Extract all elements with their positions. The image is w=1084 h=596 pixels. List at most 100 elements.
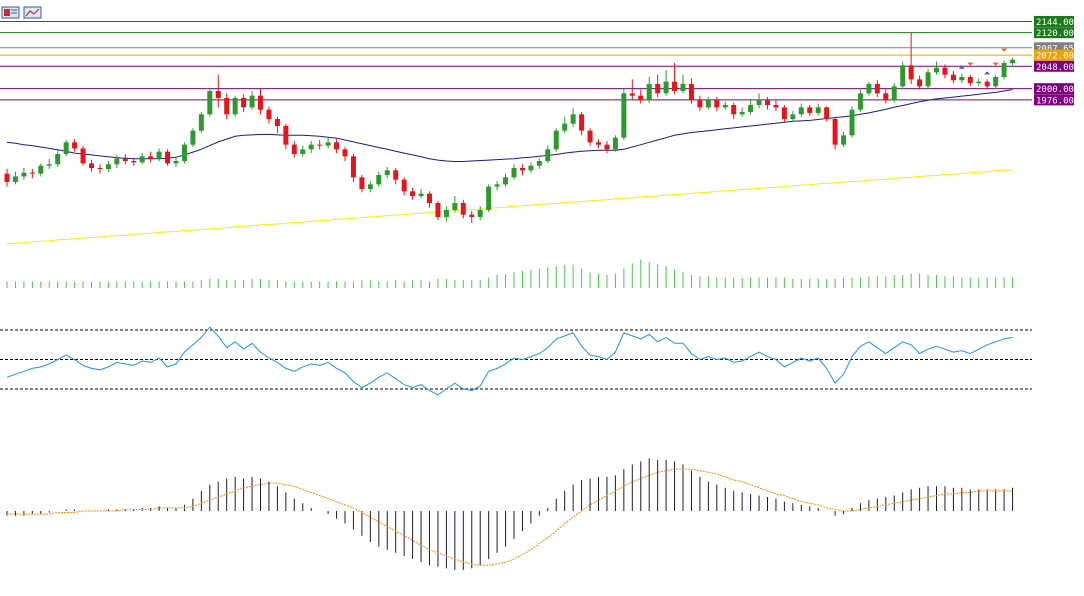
candle-body	[900, 65, 906, 87]
candle-body	[317, 144, 323, 146]
candle	[367, 181, 373, 193]
candle	[503, 173, 509, 187]
candle-body	[612, 137, 618, 150]
arrow-down-icon	[1001, 48, 1008, 52]
candle-body	[46, 164, 52, 166]
candle-body	[748, 105, 754, 112]
candle-body	[418, 193, 424, 196]
candle	[173, 156, 179, 168]
candle	[857, 89, 863, 112]
candle	[477, 206, 483, 221]
candle-body	[756, 100, 762, 105]
candle	[621, 88, 627, 140]
candle-body	[38, 165, 44, 174]
candle	[359, 175, 365, 193]
candle-body	[672, 81, 678, 91]
candle-body	[731, 105, 737, 115]
candle-body	[908, 65, 914, 80]
chart-window-icon-2[interactable]	[23, 6, 42, 19]
price-label: 2144.00	[1034, 15, 1074, 28]
candle	[165, 149, 171, 166]
candle	[181, 142, 187, 164]
candle-body	[207, 91, 213, 115]
price-label: 2048.00	[1034, 60, 1074, 73]
candle-body	[215, 91, 221, 98]
candle-body	[258, 95, 263, 110]
candle-body	[384, 170, 390, 175]
candle	[12, 171, 18, 185]
candle	[258, 88, 263, 115]
price-label-bg	[1034, 60, 1074, 72]
candle-body	[959, 77, 965, 81]
candle-body	[629, 93, 635, 96]
candle-body	[181, 144, 187, 161]
candlesticks	[4, 32, 1016, 224]
candle	[46, 158, 52, 169]
candle	[553, 128, 559, 152]
candle	[655, 74, 661, 98]
candle	[190, 128, 196, 147]
candle	[900, 61, 906, 89]
candle-body	[773, 105, 779, 108]
candle-body	[976, 81, 982, 84]
candle	[976, 78, 982, 86]
price-label-bg	[1034, 15, 1074, 27]
candle	[562, 116, 568, 133]
price-label-bg	[1034, 49, 1074, 61]
candle	[156, 148, 162, 161]
candle	[883, 88, 889, 104]
candle-body	[519, 168, 525, 171]
moving-averages	[6, 89, 1013, 245]
candle	[486, 184, 492, 213]
candle-body	[553, 130, 559, 150]
candle-body	[1001, 63, 1007, 77]
candle-body	[350, 156, 356, 178]
candle-body	[401, 179, 407, 192]
candle-body	[528, 165, 534, 171]
rsi-line	[6, 326, 1013, 396]
candle-body	[950, 74, 956, 81]
candle-body	[122, 158, 128, 161]
candle	[688, 78, 694, 104]
candle	[950, 70, 956, 84]
price-label-text: 1976.00	[1036, 96, 1074, 106]
candle-body	[967, 77, 973, 84]
price-label-text: 2144.00	[1036, 18, 1074, 28]
candle-body	[266, 109, 272, 119]
candle	[29, 168, 35, 179]
arrow-up-icon	[958, 65, 965, 69]
candle	[748, 98, 754, 115]
candle-body	[469, 214, 475, 217]
candle-body	[55, 154, 61, 165]
candle	[460, 199, 466, 219]
candle-body	[503, 177, 509, 185]
candle	[80, 145, 86, 166]
candle-body	[545, 149, 551, 161]
candle-body	[739, 112, 745, 115]
candle	[274, 116, 280, 133]
candle	[807, 105, 813, 116]
candle-body	[410, 191, 416, 196]
candle-body	[705, 100, 711, 108]
candle-body	[342, 149, 348, 157]
price-label-text: 2048.00	[1036, 63, 1074, 73]
candle	[967, 74, 973, 87]
toolbar	[1, 6, 42, 19]
candle	[122, 154, 128, 165]
candle-body	[477, 210, 483, 217]
candle	[494, 181, 500, 191]
candle-body	[486, 186, 492, 210]
price-label-bg	[1034, 27, 1074, 39]
ma-slow-line	[6, 169, 1013, 245]
candle	[300, 145, 306, 157]
chart-window-icon[interactable]	[1, 6, 20, 19]
price-label: 2120.00	[1034, 27, 1074, 39]
candle-body	[765, 100, 770, 105]
candle	[672, 63, 678, 95]
candle-body	[688, 84, 694, 101]
candle-body	[376, 175, 382, 185]
candle	[443, 206, 449, 222]
candle-body	[790, 114, 796, 119]
candle	[942, 64, 948, 79]
